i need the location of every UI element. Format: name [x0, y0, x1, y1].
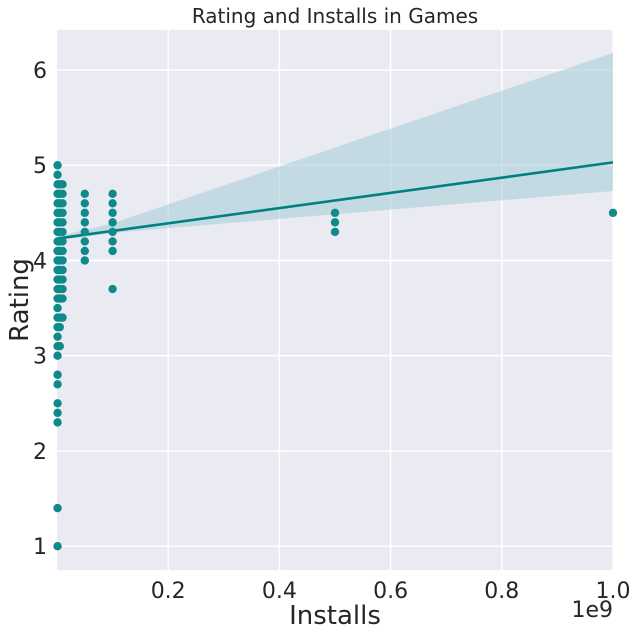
data-point-48: [58, 218, 67, 227]
data-point-43: [55, 341, 64, 351]
data-point-58: [80, 189, 90, 199]
data-point-70: [108, 227, 117, 237]
y-tick-label-5: 6: [33, 59, 47, 84]
x-axis-label: Installs: [289, 601, 381, 631]
regression-line: [56, 161, 614, 240]
data-point-45: [58, 189, 67, 199]
y-tick-label-1: 2: [33, 440, 47, 465]
data-point-1: [53, 170, 62, 179]
data-point-61: [80, 218, 90, 227]
data-point-67: [108, 199, 117, 208]
data-point-72: [108, 246, 117, 256]
data-point-62: [80, 227, 90, 237]
data-point-46: [58, 199, 67, 208]
data-point-74: [330, 208, 340, 218]
y-tick-label-4: 5: [33, 154, 47, 179]
data-point-73: [108, 284, 117, 294]
data-point-66: [108, 189, 117, 199]
tick-labels: 0.2 0.4 0.6 0.8 1.0 1 2 3 4 5 6: [33, 59, 631, 604]
confidence-band: [57, 52, 613, 241]
data-point-75: [330, 218, 340, 227]
data-point-50: [58, 237, 67, 246]
data-point-27: [53, 541, 62, 551]
data-point-20: [53, 351, 62, 360]
data-point-77: [608, 208, 618, 218]
data-point-25: [53, 418, 62, 427]
y-tick-label-0: 1: [33, 535, 47, 560]
data-point-57: [58, 313, 67, 322]
data-point-24: [53, 408, 62, 418]
data-point-52: [58, 256, 67, 265]
data-point-49: [58, 227, 67, 237]
regression-line-layer: [56, 161, 614, 240]
data-point-55: [58, 284, 67, 294]
x-tick-label-2: 0.6: [373, 579, 408, 604]
data-point-65: [80, 256, 90, 265]
data-point-64: [80, 246, 90, 256]
x-tick-label-0: 0.2: [151, 579, 186, 604]
data-point-76: [330, 227, 340, 237]
y-tick-label-2: 3: [33, 345, 47, 370]
data-point-71: [108, 237, 117, 246]
x-tick-label-3: 0.8: [484, 579, 519, 604]
x-tick-label-4: 1.0: [596, 579, 631, 604]
x-axis-offset-label: 1e9: [571, 598, 613, 623]
data-point-44: [58, 180, 67, 189]
data-point-47: [58, 208, 67, 218]
data-point-63: [80, 237, 90, 246]
data-point-0: [53, 161, 62, 170]
confidence-band-layer: [57, 52, 613, 241]
data-point-56: [58, 294, 67, 303]
data-point-21: [53, 370, 62, 379]
data-point-42: [55, 322, 64, 332]
data-point-15: [53, 303, 62, 313]
y-tick-label-3: 4: [33, 249, 47, 274]
data-point-53: [58, 265, 67, 275]
y-axis-label: Rating: [5, 258, 35, 342]
data-point-59: [80, 199, 90, 208]
data-point-54: [58, 275, 67, 284]
data-point-60: [80, 208, 90, 218]
x-tick-label-1: 0.4: [262, 579, 297, 604]
scatter-points: [53, 161, 618, 551]
data-point-68: [108, 208, 117, 218]
data-point-26: [53, 503, 62, 513]
data-point-69: [108, 218, 117, 227]
data-point-22: [53, 380, 62, 389]
data-point-18: [53, 332, 62, 341]
chart-title: Rating and Installs in Games: [192, 4, 478, 28]
data-point-51: [58, 246, 67, 256]
data-point-23: [53, 399, 62, 408]
